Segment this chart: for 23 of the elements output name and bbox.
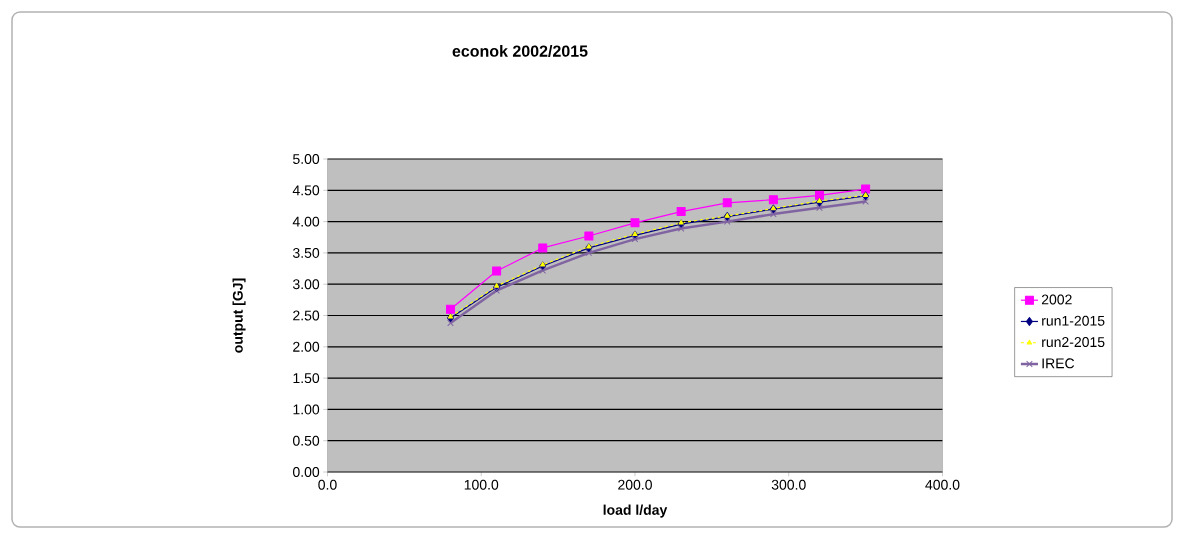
y-tick-label: 0.00 [292,467,320,477]
y-tick-label: 0.50 [292,435,320,446]
y-tick-label: 2.50 [293,310,320,321]
y-tick-label: 4.00 [292,216,320,227]
y-tick-label: 5.00 [293,154,320,164]
x-tick-label: 0.0 [318,479,337,490]
legend-label: run2-2015 [1042,337,1105,348]
legend-label: run1-2015 [1042,315,1105,326]
y-tick-label: 1.50 [293,373,320,384]
chart-title: econok 2002/2015 [452,45,588,57]
x-axis-title: load l/day [603,504,668,518]
y-axis-title: output [GJ] [232,278,246,353]
y-tick-label: 3.50 [292,247,320,258]
y-tick-label: 4.50 [292,185,320,196]
legend-label: 2002 [1041,294,1072,305]
y-tick-label: 3.00 [292,279,320,290]
y-tick-label: 1.00 [293,404,320,415]
x-tick-label: 300.0 [771,479,806,490]
x-tick-label: 100.0 [464,479,499,490]
x-tick-label: 200.0 [618,479,652,490]
legend-label: IREC [1042,358,1075,369]
y-tick-label: 2.00 [293,341,320,352]
x-tick-label: 400.0 [925,479,960,490]
